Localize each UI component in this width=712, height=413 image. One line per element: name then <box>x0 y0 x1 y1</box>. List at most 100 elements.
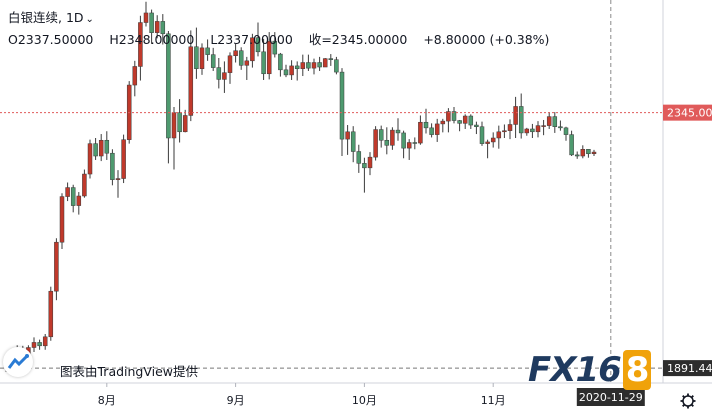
candle-body <box>373 129 378 158</box>
candle-body <box>110 152 115 180</box>
candle-body <box>222 72 227 80</box>
candle-body <box>177 112 182 133</box>
candle-body <box>322 58 328 68</box>
candle-body <box>54 241 59 292</box>
candle-body <box>423 121 429 129</box>
candle-body <box>367 156 373 169</box>
candle-body <box>356 151 362 164</box>
candle-body <box>468 115 474 126</box>
candle-body <box>255 37 261 53</box>
candle-body <box>311 62 317 69</box>
candle-body <box>546 116 552 126</box>
symbol-title[interactable]: 白银连续, 1D <box>8 10 84 25</box>
candle-body <box>530 128 535 133</box>
candle-body <box>485 141 490 144</box>
candle-body <box>272 40 278 55</box>
candle-body <box>48 290 54 338</box>
close-value: 收=2345.00000 <box>308 32 408 47</box>
candle-body <box>384 139 390 146</box>
settings-gear-icon[interactable] <box>680 393 696 409</box>
candle-body <box>378 129 384 141</box>
change-value: +8.80000 (+0.38%) <box>423 32 550 47</box>
candle-body <box>98 139 104 157</box>
candle-body <box>250 37 255 62</box>
candle-body <box>31 342 37 348</box>
candle-body <box>278 53 283 71</box>
fx168-watermark: FX16 8 <box>528 350 652 390</box>
candle-body <box>115 178 121 180</box>
candle-body <box>121 139 126 179</box>
candle-body <box>334 59 339 73</box>
last-price-label: 2345.00 <box>667 107 712 120</box>
x-tick-label: 9月 <box>227 394 245 407</box>
candle-body <box>552 116 558 127</box>
candle-body <box>238 50 244 66</box>
candle-body <box>574 154 580 157</box>
candle-body <box>233 50 238 57</box>
ohlc-readout: O2337.50000 H2348.00000 L2337.00000 收=23… <box>8 29 561 48</box>
candle-body <box>345 131 350 140</box>
candle-body <box>93 143 98 157</box>
candle-body <box>283 69 289 76</box>
candle-body <box>261 51 266 75</box>
low-value: L2337.00000 <box>210 32 293 47</box>
candle-body <box>412 142 418 144</box>
candle-body <box>418 121 423 144</box>
candle-body <box>518 106 524 134</box>
candle-body <box>42 336 48 347</box>
candle-body <box>154 21 160 33</box>
open-value: O2337.50000 <box>8 32 94 47</box>
reference-label: 1891.44 <box>667 362 712 375</box>
high-value: H2348.00000 <box>109 32 195 47</box>
candle-body <box>451 111 457 121</box>
cursor-date-label: 2020-11-29 <box>579 391 643 404</box>
candle-body <box>479 126 485 144</box>
candle-body <box>535 125 541 133</box>
candle-body <box>216 67 222 80</box>
candle-body <box>266 40 272 75</box>
symbol-header[interactable]: 白银连续, 1D ⌄ <box>8 7 106 26</box>
candle-body <box>87 143 93 175</box>
candle-body <box>362 163 367 169</box>
cursor-date-bg <box>576 388 645 406</box>
candle-body <box>328 58 334 60</box>
candle-body <box>306 62 311 69</box>
candle-body <box>490 137 496 143</box>
tradingview-credit[interactable]: 图表由TradingView提供 <box>60 364 199 379</box>
candle-body <box>132 66 138 86</box>
candle-body <box>210 54 216 68</box>
candle-body <box>104 139 110 154</box>
candle-body <box>317 62 322 68</box>
candle-body <box>502 130 507 133</box>
candle-body <box>429 127 434 135</box>
candle-body <box>70 187 76 206</box>
candle-body <box>558 126 563 129</box>
candle-body <box>289 65 294 76</box>
candle-body <box>513 106 518 125</box>
candle-body <box>76 195 82 206</box>
candle-body <box>188 46 194 116</box>
candle-body <box>446 111 451 122</box>
candle-body <box>462 115 468 124</box>
candle-body <box>474 124 479 127</box>
candle-body <box>65 187 70 197</box>
candle-body <box>569 134 574 156</box>
candle-body <box>434 123 440 135</box>
candle-body <box>294 65 300 69</box>
last-price-label-bg <box>663 104 712 121</box>
candle-body <box>496 131 502 139</box>
candle-body <box>143 12 149 23</box>
candle-body <box>149 12 154 33</box>
candle-body <box>194 46 199 69</box>
candle-body <box>591 151 597 155</box>
candle-body <box>350 131 356 152</box>
chevron-down-icon[interactable]: ⌄ <box>85 14 94 25</box>
candle-body <box>59 196 65 243</box>
candle-body <box>138 22 143 67</box>
tradingview-logo-icon[interactable] <box>3 347 33 377</box>
candle-body <box>160 21 166 35</box>
candle-body <box>300 62 306 69</box>
candle-body <box>37 342 42 347</box>
candle-body <box>440 120 446 125</box>
